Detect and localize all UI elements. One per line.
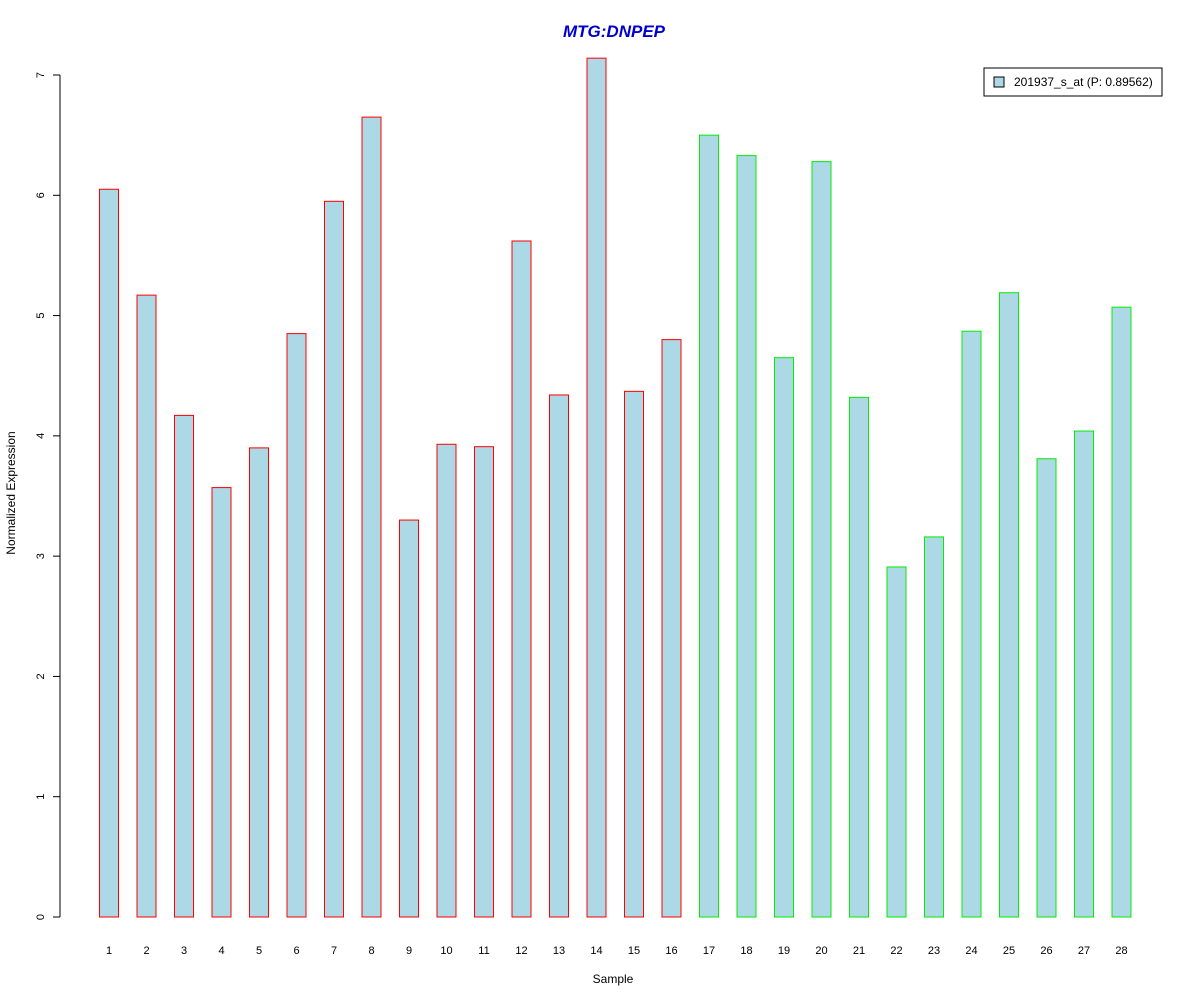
bar-sample-7 [324, 200, 344, 918]
legend-box [983, 67, 1163, 97]
legend-label: 201937_s_at (P: 0.89562) [1014, 75, 1153, 89]
x-tick-label: 13 [553, 945, 565, 957]
bar-sample-22 [886, 566, 907, 918]
bar-sample-28 [1111, 306, 1132, 918]
x-tick-label: 22 [890, 945, 902, 957]
bar-sample-1 [99, 188, 119, 918]
x-tick-label: 6 [293, 945, 299, 957]
x-tick-label: 14 [590, 945, 602, 957]
bar-sample-17 [699, 134, 719, 918]
x-tick-label: 25 [1003, 945, 1015, 957]
x-tick-label: 27 [1078, 945, 1090, 957]
bar-sample-16 [661, 339, 682, 918]
y-tick-label: 4 [35, 433, 47, 439]
x-tick-label: 24 [965, 945, 977, 957]
y-axis: 0 1 2 3 4 5 6 7 [35, 72, 61, 920]
bar-sample-14 [586, 57, 607, 918]
bar-sample-6 [286, 333, 307, 918]
x-tick-label: 12 [515, 945, 527, 957]
bar-sample-9 [399, 519, 419, 918]
bar-sample-12 [511, 240, 532, 918]
x-tick-label: 15 [628, 945, 640, 957]
x-tick-label: 21 [853, 945, 865, 957]
bar-sample-11 [474, 446, 494, 918]
x-tick-label: 20 [815, 945, 827, 957]
y-axis-label: Normalized Expression [4, 431, 18, 554]
x-tick-labels: 1 2 3 4 5 6 7 8 9 10 11 12 13 14 15 16 17 18 19 20 21 22 23 24 2… [106, 945, 1128, 957]
bar-sample-10 [436, 443, 457, 918]
bar-sample-18 [736, 155, 757, 918]
x-tick-label: 7 [331, 945, 337, 957]
x-tick-label: 3 [181, 945, 187, 957]
x-tick-label: 4 [218, 945, 224, 957]
x-axis-label: Sample [593, 972, 634, 986]
bar-sample-24 [961, 330, 982, 918]
x-tick-label: 11 [478, 945, 489, 957]
bar-sample-4 [211, 487, 232, 918]
bar-sample-5 [249, 447, 269, 918]
bar-sample-19 [774, 357, 794, 918]
bar-sample-3 [174, 414, 194, 918]
x-tick-label: 28 [1115, 945, 1127, 957]
x-tick-label: 9 [406, 945, 412, 957]
x-tick-label: 26 [1040, 945, 1052, 957]
bar-sample-23 [924, 536, 944, 918]
bar-sample-13 [549, 394, 569, 918]
bar-sample-25 [999, 292, 1019, 918]
bar-sample-2 [136, 294, 157, 918]
legend: 201937_s_at (P: 0.89562) [983, 67, 1163, 97]
bar-sample-8 [361, 116, 382, 918]
y-tick-label: 6 [35, 192, 47, 198]
y-tick-label: 3 [35, 553, 47, 559]
x-tick-label: 5 [256, 945, 262, 957]
y-tick-label: 7 [35, 72, 47, 78]
y-tick-label: 0 [35, 914, 47, 920]
x-tick-label: 10 [440, 945, 452, 957]
bars [99, 57, 1132, 918]
chart-title: MTG:DNPEP [563, 22, 666, 41]
y-tick-label: 5 [35, 313, 47, 319]
x-tick-label: 16 [665, 945, 677, 957]
x-tick-label: 18 [740, 945, 752, 957]
y-tick-label: 1 [35, 794, 47, 800]
x-tick-label: 17 [703, 945, 715, 957]
bar-sample-15 [624, 390, 644, 918]
y-tick-label: 2 [35, 673, 47, 679]
x-tick-label: 19 [778, 945, 790, 957]
bar-sample-20 [811, 161, 832, 918]
x-tick-label: 23 [928, 945, 940, 957]
x-tick-label: 2 [143, 945, 149, 957]
x-tick-label: 8 [368, 945, 374, 957]
bar-sample-27 [1074, 430, 1094, 918]
bar-sample-26 [1036, 458, 1057, 918]
bar-sample-21 [849, 396, 869, 918]
legend-swatch [993, 76, 1005, 88]
x-tick-label: 1 [106, 945, 112, 957]
